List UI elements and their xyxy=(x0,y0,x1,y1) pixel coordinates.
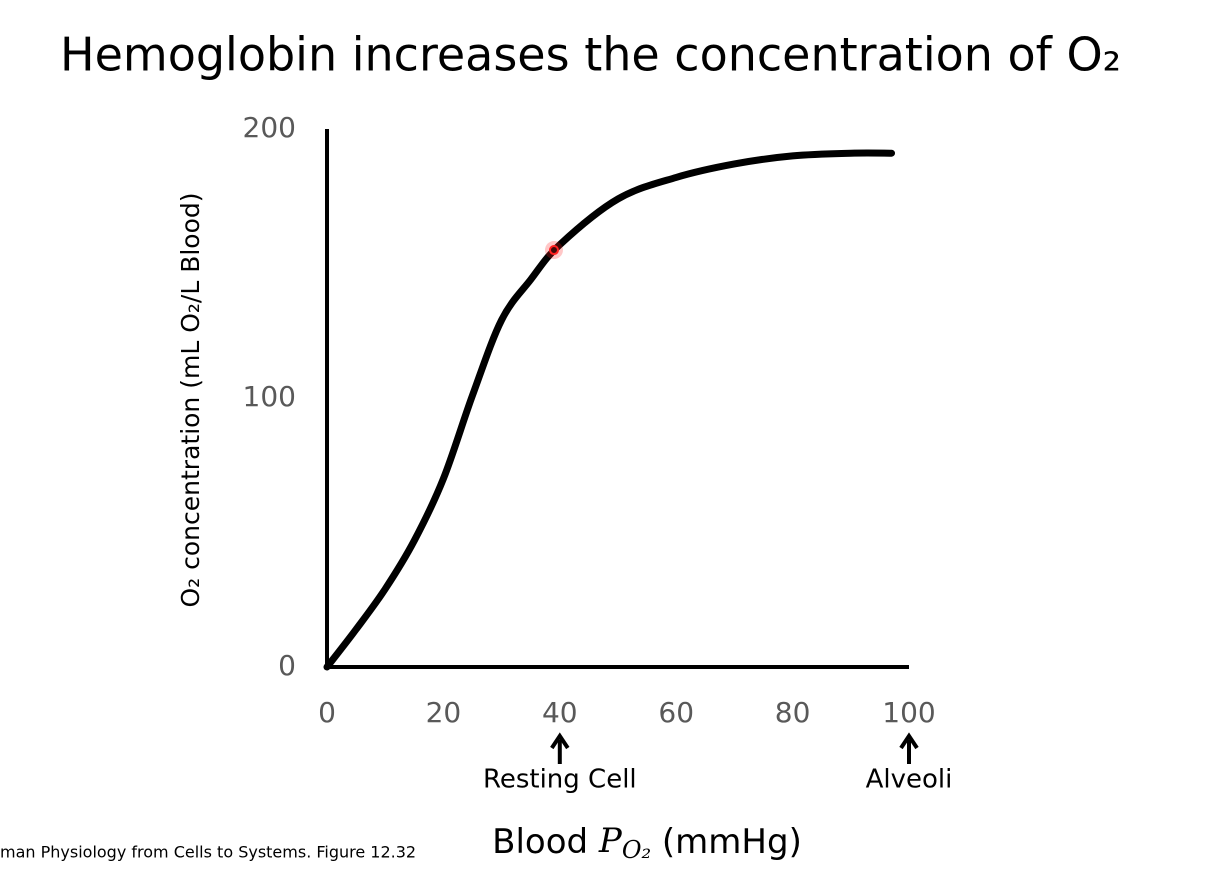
y-axis-label: O₂ concentration (mL O₂/L Blood) xyxy=(176,192,205,607)
annotation-label: Alveoli xyxy=(866,765,953,795)
pointer-glow xyxy=(544,241,563,260)
y-tick-label: 200 xyxy=(243,111,296,144)
x-tick-label: 20 xyxy=(426,696,462,729)
x-label-text: Blood xyxy=(492,822,588,862)
x-tick-label: 60 xyxy=(658,696,694,729)
y-tick-label: 100 xyxy=(243,380,296,413)
x-axis-label: Blood PO₂ (mmHg) xyxy=(492,821,802,864)
source-note: man Physiology from Cells to Systems. Fi… xyxy=(0,843,416,862)
x-label-subscript: O₂ xyxy=(622,836,651,864)
annotation-arrowhead xyxy=(899,732,919,750)
y-tick-label: 0 xyxy=(278,649,296,682)
annotation-arrowhead xyxy=(550,732,570,750)
chart-title: Hemoglobin increases the concentration o… xyxy=(60,28,1121,82)
x-tick-label: 40 xyxy=(542,696,578,729)
x-tick-label: 0 xyxy=(318,696,336,729)
x-label-symbol: P xyxy=(598,821,623,861)
curve xyxy=(323,149,896,671)
x-tick-label: 80 xyxy=(775,696,811,729)
x-label-unit: (mmHg) xyxy=(662,822,802,862)
x-tick-label: 100 xyxy=(882,696,935,729)
pointer-dot xyxy=(548,245,559,256)
annotation-label: Resting Cell xyxy=(483,765,637,795)
